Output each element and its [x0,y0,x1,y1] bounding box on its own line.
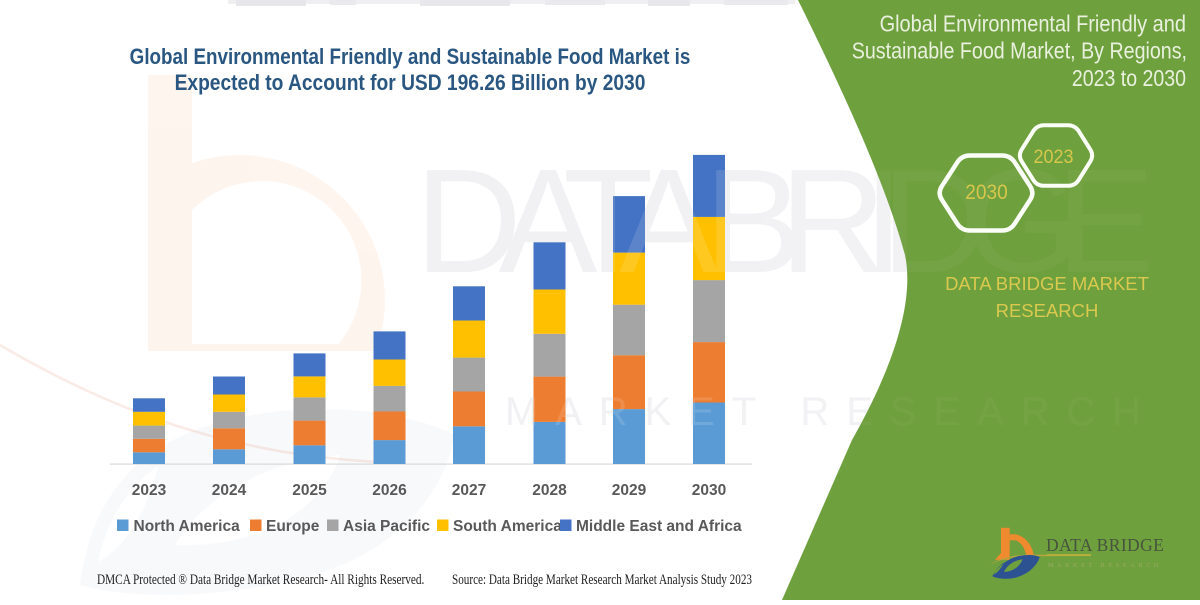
svg-text:MARKET RESEARCH: MARKET RESEARCH [505,390,1155,434]
svg-text:North America: North America [134,518,241,535]
svg-text:2026: 2026 [372,482,407,499]
svg-text:South America: South America [453,518,562,535]
svg-text:Europe: Europe [266,518,320,535]
svg-text:Sustainable Food Market, By Re: Sustainable Food Market, By Regions, [852,38,1187,64]
svg-text:2024: 2024 [212,482,247,499]
svg-text:DATA BRIDGE: DATA BRIDGE [1046,535,1164,555]
svg-text:MARKET RESEARCH: MARKET RESEARCH [1048,562,1162,569]
svg-text:Global Environmental Friendly: Global Environmental Friendly and [880,11,1186,37]
svg-text:Expected to Account for USD 19: Expected to Account for USD 196.26 Billi… [175,71,646,96]
svg-text:DATA BRIDGE: DATA BRIDGE [415,139,1155,304]
svg-text:2028: 2028 [532,482,567,499]
svg-text:Source: Data Bridge Market Res: Source: Data Bridge Market Research Mark… [452,570,752,587]
svg-text:2023: 2023 [132,482,167,499]
svg-text:DATA BRIDGE: DATA BRIDGE [415,139,1155,304]
svg-text:Middle East and Africa: Middle East and Africa [576,518,742,535]
svg-text:2027: 2027 [452,482,486,499]
svg-text:2025: 2025 [292,482,327,499]
svg-text:Global Environmental Friendly: Global Environmental Friendly and Sustai… [130,45,691,70]
svg-text:2030: 2030 [965,181,1007,204]
svg-text:Asia Pacific: Asia Pacific [343,518,430,535]
svg-text:2030: 2030 [692,482,726,499]
svg-text:2023 to 2030: 2023 to 2030 [1072,66,1186,92]
svg-text:2023: 2023 [1034,146,1074,168]
svg-text:DMCA Protected ® Data Bridge M: DMCA Protected ® Data Bridge Market Rese… [97,570,424,587]
svg-text:DATA BRIDGE MARKET: DATA BRIDGE MARKET [945,273,1149,294]
svg-text:RESEARCH: RESEARCH [996,300,1099,321]
svg-text:2029: 2029 [612,482,647,499]
